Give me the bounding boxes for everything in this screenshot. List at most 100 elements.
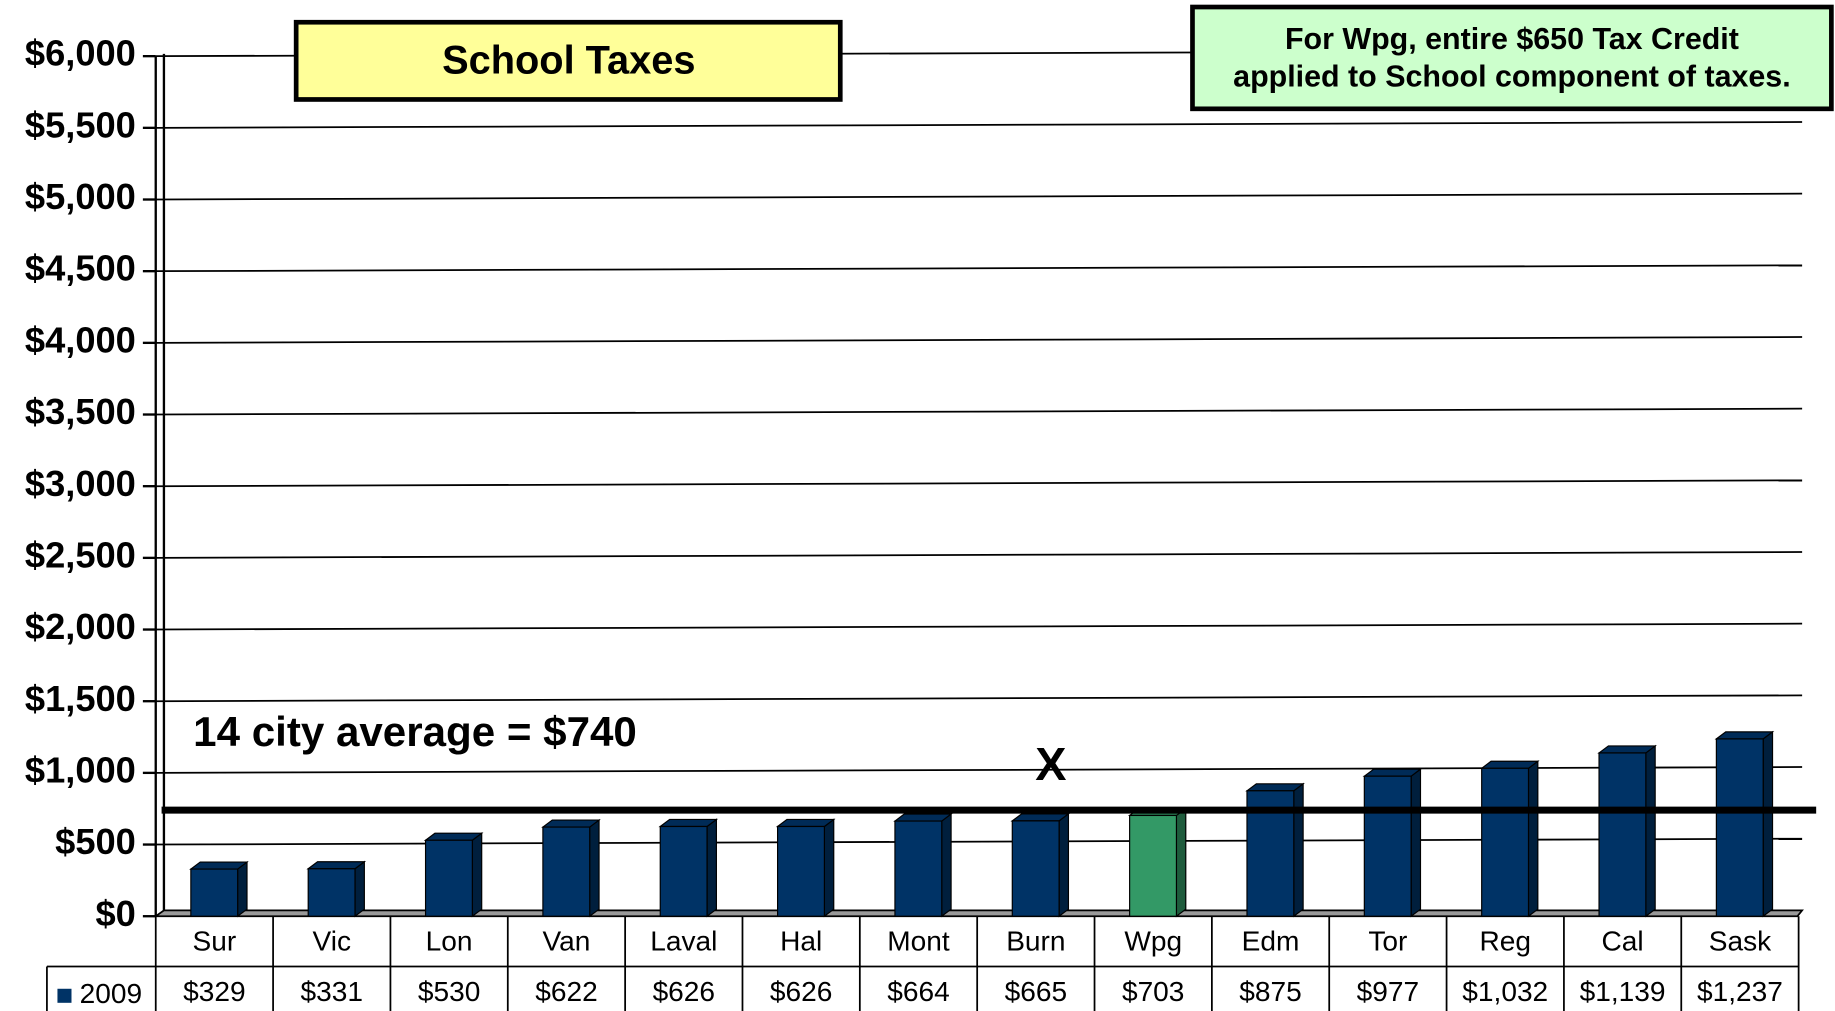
annotation: 14 city average = $740 [193, 708, 637, 755]
x-tick-label: Tor [1368, 926, 1407, 957]
y-tick-label: $3,000 [25, 463, 136, 504]
chart-title: School Taxes [442, 39, 695, 83]
bar-side [1645, 744, 1656, 918]
bar-side [1058, 812, 1070, 918]
bar [1363, 775, 1412, 917]
data-label: $1,032 [1462, 976, 1548, 1007]
bar-top [658, 818, 719, 828]
note-line: For Wpg, entire $650 Tax Credit [1285, 22, 1739, 56]
data-label: $875 [1239, 976, 1301, 1007]
bar [424, 839, 473, 917]
y-tick-label: $3,500 [25, 391, 136, 432]
bar-top [423, 832, 484, 841]
bar-top [541, 819, 601, 828]
bar [1715, 738, 1764, 917]
bar-top [306, 861, 367, 870]
y-tick-label: $6,000 [25, 33, 136, 74]
bar-top [1010, 813, 1071, 822]
bar [542, 826, 591, 917]
y-tick-label: $500 [55, 821, 136, 862]
bar [190, 868, 239, 917]
bar-top [1597, 745, 1657, 754]
x-tick-label: Van [543, 926, 591, 957]
bar-side [1293, 782, 1304, 918]
note-line: applied to School component of taxes. [1233, 59, 1791, 93]
x-tick-label: Reg [1479, 926, 1531, 957]
bar-side [589, 818, 600, 918]
bar-side [1410, 767, 1422, 918]
x-tick-label: Burn [1006, 926, 1065, 957]
grid-line [155, 407, 1803, 416]
x-tick-label: Laval [650, 926, 717, 957]
y-tick-label: $2,500 [25, 534, 136, 575]
y-tick-label: $4,000 [25, 319, 136, 360]
data-label: $626 [653, 976, 715, 1007]
grid-line [155, 336, 1803, 344]
bar-side [941, 812, 952, 918]
bar-side [237, 860, 248, 918]
grid-line [155, 837, 1803, 846]
title-box [293, 19, 843, 102]
data-label: $1,139 [1580, 976, 1666, 1007]
x-tick-label: Sur [193, 926, 237, 957]
x-tick-label: Lon [426, 926, 473, 957]
bar [659, 825, 708, 917]
x-tick-label: Edm [1242, 926, 1300, 957]
bar [1129, 814, 1178, 917]
bar-top [189, 861, 249, 870]
grid-line [155, 766, 1803, 774]
grid-line [155, 551, 1803, 559]
bar-top [1479, 760, 1540, 769]
x-tick-label: Vic [313, 926, 352, 957]
legend-swatch [57, 988, 72, 1003]
data-label: $703 [1122, 976, 1184, 1007]
data-label: $626 [770, 976, 832, 1007]
bar-side [354, 860, 365, 918]
bar-side [1175, 807, 1187, 918]
data-label: $329 [183, 976, 245, 1007]
bar [1011, 820, 1060, 917]
y-tick-label: $2,000 [25, 606, 136, 647]
x-tick-label: Wpg [1124, 926, 1182, 957]
y-tick-label: $4,500 [25, 248, 136, 289]
bar-side [1762, 730, 1774, 918]
y-tick-label: $5,000 [25, 176, 136, 217]
y-tick-label: $1,500 [25, 678, 136, 719]
x-tick-label: Mont [887, 926, 950, 957]
annotation: X [1035, 738, 1066, 790]
bar-side [823, 818, 835, 918]
note-box [1190, 4, 1834, 112]
data-label: $530 [418, 976, 480, 1007]
x-tick-label: Hal [780, 926, 822, 957]
data-label: $977 [1357, 976, 1419, 1007]
grid-line [155, 264, 1803, 273]
y-tick-label: $0 [96, 893, 136, 934]
bar-top [775, 818, 836, 828]
grid-line [155, 694, 1803, 703]
bar [1481, 767, 1530, 917]
bar-side [471, 832, 483, 918]
data-label: $664 [887, 976, 949, 1007]
bar [1598, 752, 1647, 917]
floor [153, 909, 1804, 918]
legend-label: 2009 [80, 978, 142, 1009]
grid-line [155, 622, 1803, 631]
bar [307, 868, 356, 917]
bar [894, 820, 943, 917]
bar-top [893, 813, 953, 822]
y-tick-label: $5,500 [25, 104, 136, 145]
bar-top [1714, 731, 1775, 740]
data-label: $331 [301, 976, 363, 1007]
bar-top [1245, 783, 1305, 792]
grid-line [155, 192, 1803, 201]
data-label: $665 [1005, 976, 1067, 1007]
bar [776, 825, 825, 917]
bar-top [1362, 768, 1423, 777]
y-tick-label: $1,000 [25, 749, 136, 790]
data-label: $1,237 [1697, 976, 1783, 1007]
grid-line [155, 479, 1803, 488]
x-tick-label: Sask [1709, 926, 1772, 957]
x-tick-label: Cal [1602, 926, 1644, 957]
bar-side [706, 818, 717, 918]
